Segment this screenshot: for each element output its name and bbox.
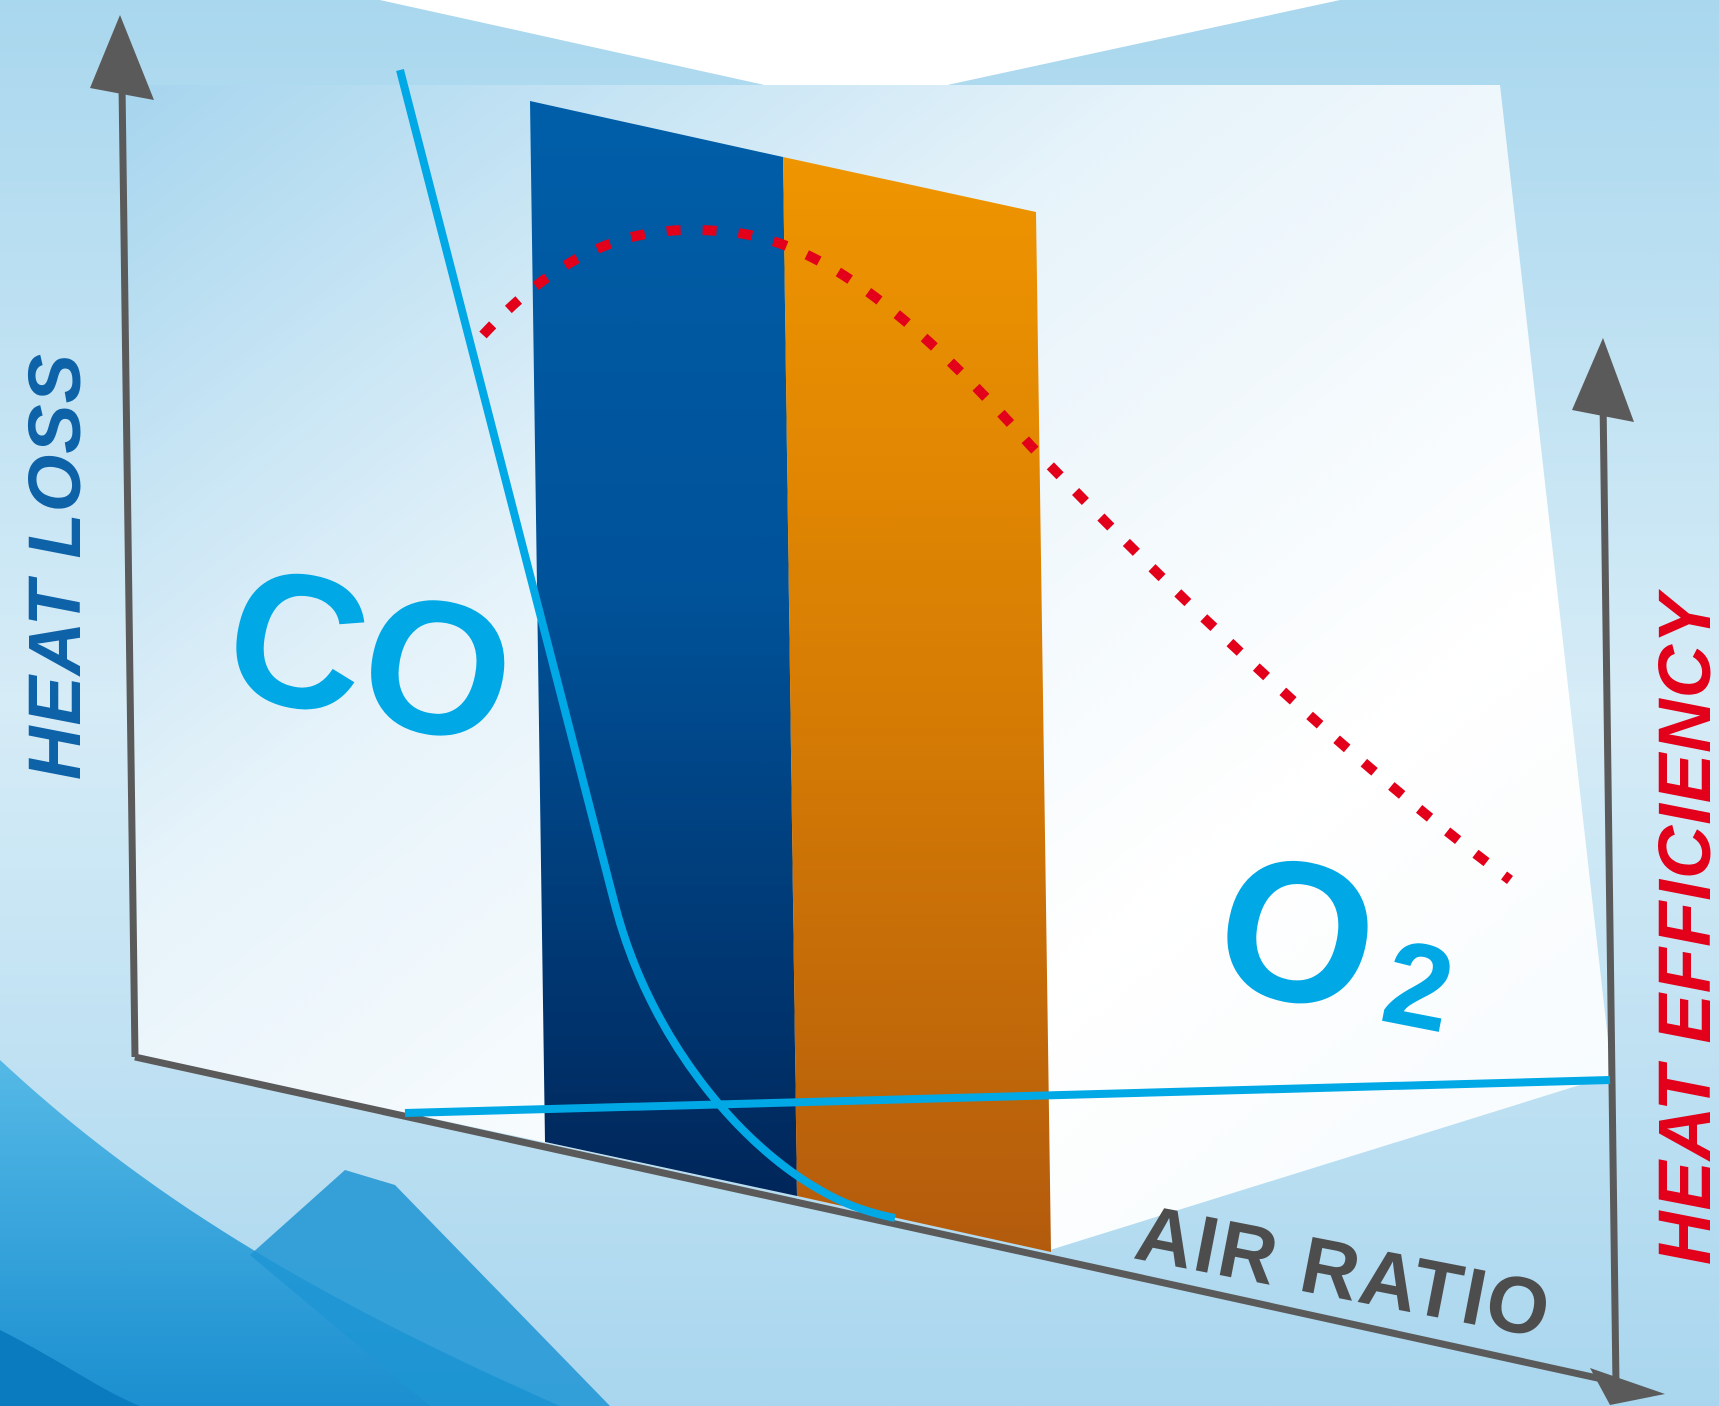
right-axis-line bbox=[1599, 399, 1620, 1386]
top-white-shape bbox=[380, 0, 1340, 105]
orange-band bbox=[783, 157, 1051, 1252]
right-axis-arrow bbox=[1572, 338, 1634, 422]
left-axis-arrow bbox=[90, 15, 154, 100]
co-curve bbox=[396, 69, 896, 1222]
heat-loss-label: HEAT LOSS bbox=[13, 353, 96, 780]
bottom-wave-light bbox=[0, 1330, 140, 1406]
bottom-wave-dark bbox=[0, 1060, 560, 1406]
bottom-axis-line bbox=[134, 1053, 1621, 1387]
efficiency-curve bbox=[479, 224, 1514, 884]
o2-line bbox=[404, 1076, 1611, 1117]
blue-band bbox=[530, 101, 797, 1196]
bottom-axis-arrow bbox=[1590, 1368, 1665, 1405]
bottom-wave-mountain bbox=[250, 1170, 610, 1406]
left-axis-line bbox=[118, 84, 139, 1058]
heat-efficiency-label: HEAT EFFICIENCY bbox=[1643, 589, 1719, 1265]
